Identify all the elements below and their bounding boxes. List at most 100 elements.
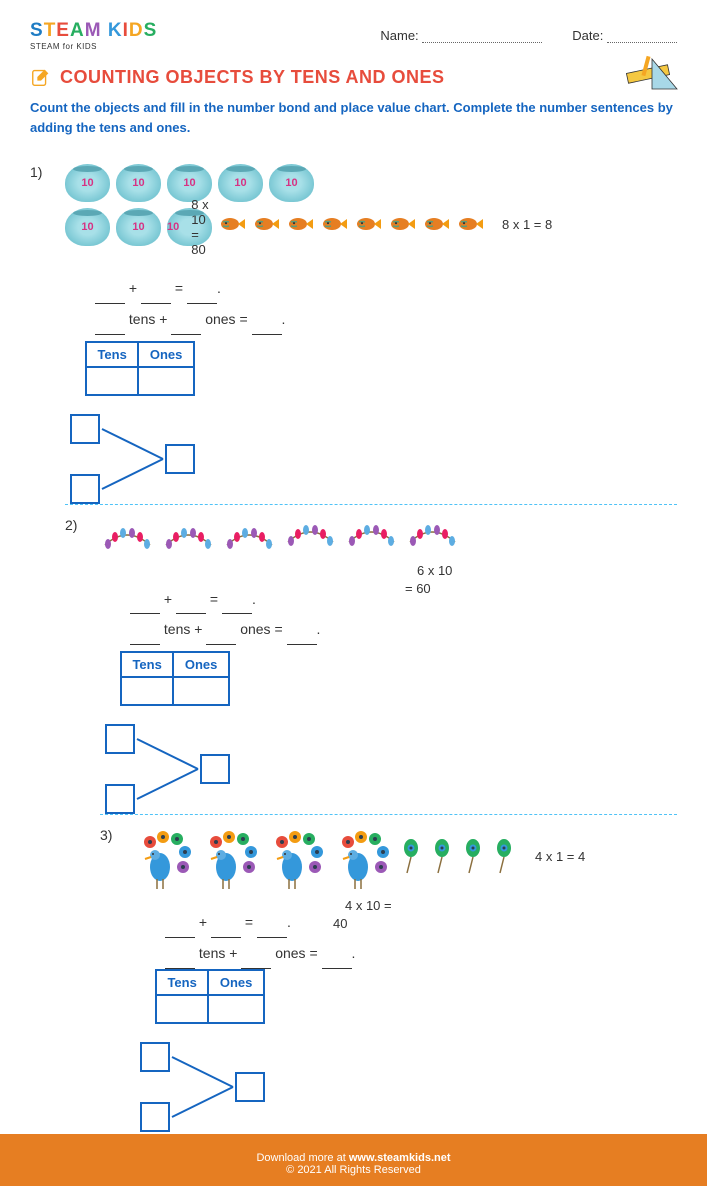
garland-icon: [161, 520, 216, 560]
problem-number: 2): [65, 517, 85, 1150]
peacock-icon: 4 x 10 = 40: [333, 827, 393, 892]
ones-cell[interactable]: [208, 995, 264, 1023]
bond-box-bottom[interactable]: [140, 1102, 170, 1132]
pencil-note-icon: [30, 66, 52, 88]
fishbowl-icon: 108 x 10 = 80: [167, 208, 212, 246]
tens-cell[interactable]: [86, 367, 138, 395]
fishbowl-icon: 10: [116, 208, 161, 246]
place-value-table: TensOnes: [120, 651, 230, 706]
ones-header: Ones: [208, 970, 264, 995]
number-bond: [70, 414, 195, 504]
blank-input[interactable]: [176, 600, 206, 614]
fishbowl-icon: 10: [218, 164, 263, 202]
blank-input[interactable]: [206, 631, 236, 645]
blank-input[interactable]: [130, 631, 160, 645]
blank-input[interactable]: [211, 924, 241, 938]
name-field[interactable]: Name:: [380, 28, 542, 43]
garland-icon: [222, 520, 277, 560]
bond-box-result[interactable]: [235, 1072, 265, 1102]
ones-cell[interactable]: [138, 367, 194, 395]
garland-icon: 6 x 10 = 60: [405, 517, 460, 557]
problem-number: 1): [30, 164, 50, 1168]
place-value-table: TensOnes: [85, 341, 195, 396]
equation-text: 8 x 1 = 8: [502, 217, 552, 232]
tens-header: Tens: [121, 652, 173, 677]
blank-input[interactable]: [165, 924, 195, 938]
blank-input[interactable]: [287, 631, 317, 645]
number-sentences: + = . tens + ones = .: [100, 584, 320, 646]
peacock-icon: [201, 827, 261, 892]
fish-icon: [286, 216, 314, 232]
blank-input[interactable]: [95, 321, 125, 335]
logo-subtitle: STEAM for KIDS: [30, 42, 157, 51]
footer-copyright: © 2021 All Rights Reserved: [0, 1164, 707, 1176]
ones-cell[interactable]: [173, 677, 229, 705]
fish-icon: [354, 216, 382, 232]
bond-box-bottom[interactable]: [105, 784, 135, 814]
logo: STEAM KIDS STEAM for KIDS: [30, 20, 157, 51]
header: STEAM KIDS STEAM for KIDS Name: Date:: [0, 0, 707, 61]
number-bond: [140, 1042, 265, 1132]
blank-input[interactable]: [252, 321, 282, 335]
bond-box-result[interactable]: [165, 444, 195, 474]
bond-box-top[interactable]: [105, 724, 135, 754]
bond-box-bottom[interactable]: [70, 474, 100, 504]
blank-input[interactable]: [241, 955, 271, 969]
blank-input[interactable]: [165, 955, 195, 969]
peacock-icon: [267, 827, 327, 892]
date-field[interactable]: Date:: [572, 28, 677, 43]
fishbowl-icon: 10: [269, 164, 314, 202]
number-bond: [105, 724, 230, 814]
ones-header: Ones: [138, 342, 194, 367]
fishbowl-icon: 10: [65, 208, 110, 246]
feather-icon: [461, 839, 486, 874]
fishbowl-icon: 10: [65, 164, 110, 202]
fish-icon: [422, 216, 450, 232]
problem-number: 3): [100, 827, 120, 1132]
feather-icon: [430, 839, 455, 874]
fish-icon: [252, 216, 280, 232]
problem-3: 3) 4 x 10 = 40 4 x 1 = 4 + = . tens + on…: [100, 815, 677, 1150]
tens-header: Tens: [156, 970, 208, 995]
fishbowl-icon: 10: [116, 164, 161, 202]
fish-icon: [388, 216, 416, 232]
problem-2: 2) 6 x 10 = 60 + = . tens + ones = . Ten…: [65, 505, 677, 1168]
blank-input[interactable]: [187, 290, 217, 304]
logo-text: STEAM KIDS: [30, 20, 157, 42]
tens-cell[interactable]: [121, 677, 173, 705]
ones-header: Ones: [173, 652, 229, 677]
page-title: COUNTING OBJECTS BY TENS AND ONES: [60, 67, 445, 88]
blank-input[interactable]: [171, 321, 201, 335]
ruler-triangle-icon: [622, 51, 682, 96]
garland-icon: [283, 517, 338, 557]
blank-input[interactable]: [222, 600, 252, 614]
title-row: COUNTING OBJECTS BY TENS AND ONES: [0, 61, 707, 93]
feather-icon: [399, 839, 424, 874]
blank-input[interactable]: [95, 290, 125, 304]
place-value-table: TensOnes: [155, 969, 265, 1024]
equation-text: 8 x 10 = 80: [191, 197, 212, 257]
garland-icon: [344, 517, 399, 557]
fish-icon: [456, 216, 484, 232]
bond-box-top[interactable]: [140, 1042, 170, 1072]
equation-text: 6 x 10 = 60: [405, 563, 452, 596]
problem-1: 1) 10101010101010108 x 10 = 80 8 x 1 = 8…: [30, 152, 677, 1186]
tens-cell[interactable]: [156, 995, 208, 1023]
tens-header: Tens: [86, 342, 138, 367]
blank-input[interactable]: [130, 600, 160, 614]
blank-input[interactable]: [257, 924, 287, 938]
fish-icon: [320, 216, 348, 232]
feather-icon: [492, 839, 517, 874]
number-sentences: + = . tens + ones = .: [65, 273, 285, 335]
number-sentences: + = . tens + ones = .: [135, 907, 677, 969]
footer-url: www.steamkids.net: [349, 1152, 451, 1164]
blank-input[interactable]: [322, 955, 352, 969]
garland-icon: [100, 520, 155, 560]
equation-text: 4 x 1 = 4: [535, 849, 585, 864]
fish-icon: [218, 216, 246, 232]
bond-box-top[interactable]: [70, 414, 100, 444]
peacock-icon: [135, 827, 195, 892]
footer: Download more at www.steamkids.net © 202…: [0, 1142, 707, 1186]
bond-box-result[interactable]: [200, 754, 230, 784]
blank-input[interactable]: [141, 290, 171, 304]
